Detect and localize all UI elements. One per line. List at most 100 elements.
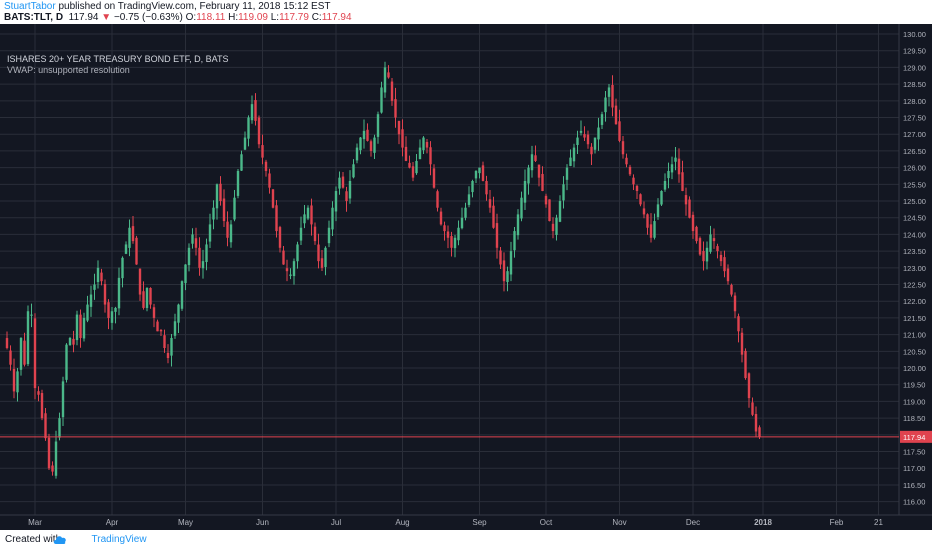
y-tick-label: 127.50: [903, 114, 926, 123]
candle-body: [142, 291, 145, 308]
candle: [352, 159, 355, 179]
candle: [170, 334, 173, 367]
candle: [243, 131, 247, 151]
candle: [593, 137, 597, 154]
y-tick-label: 126.50: [903, 147, 926, 156]
candle-body: [520, 197, 523, 219]
candle: [586, 130, 590, 149]
candle: [212, 200, 215, 230]
candle: [334, 186, 338, 222]
candle: [96, 260, 100, 289]
candle-body: [747, 373, 751, 399]
candle-body: [726, 268, 730, 282]
candle-body: [187, 247, 191, 266]
candle-body: [548, 199, 551, 222]
candle: [51, 461, 54, 476]
candle-body: [590, 146, 593, 155]
candle-body: [401, 129, 404, 148]
candle: [61, 376, 65, 426]
y-tick-label: 123.00: [903, 264, 926, 273]
candle-body: [439, 211, 443, 225]
close-label: C:: [311, 12, 322, 23]
candle: [159, 329, 163, 337]
candle: [663, 173, 667, 192]
indicator-legend[interactable]: VWAP: unsupported resolution: [7, 65, 130, 75]
candle: [383, 61, 387, 98]
tradingview-brand[interactable]: TradingView: [91, 534, 147, 545]
chart-area[interactable]: 116.00116.50117.00117.50118.00118.50119.…: [0, 24, 932, 530]
series-legend[interactable]: ISHARES 20+ YEAR TREASURY BOND ETF, D, B…: [7, 54, 229, 64]
candle: [58, 412, 61, 441]
y-tick-label: 117.00: [903, 464, 925, 473]
candle: [474, 170, 478, 184]
candle-body: [208, 224, 212, 242]
candle-body: [282, 250, 285, 265]
candle-body: [149, 287, 152, 305]
candle: [26, 305, 30, 367]
candle: [338, 171, 341, 195]
y-tick-label: 124.00: [903, 230, 926, 239]
candle: [145, 287, 149, 312]
candle-body: [89, 294, 93, 307]
candle: [621, 136, 625, 159]
candle-body: [44, 413, 47, 439]
candle: [530, 145, 534, 178]
candle-body: [79, 314, 82, 338]
candle-body: [222, 198, 226, 222]
candle-body: [65, 344, 68, 380]
candle: [527, 164, 530, 195]
candle-body: [418, 147, 422, 160]
candle-body: [712, 238, 716, 242]
candle: [681, 160, 684, 192]
candle-body: [306, 207, 310, 219]
candle-body: [271, 189, 275, 208]
candle: [649, 213, 653, 243]
candle: [537, 164, 541, 187]
candle: [163, 329, 166, 353]
candle-body: [163, 335, 166, 348]
candle-body: [506, 271, 509, 283]
candle-body: [523, 180, 527, 203]
candle-body: [170, 337, 173, 356]
candle: [583, 126, 586, 142]
candle: [296, 241, 299, 269]
candle-body: [313, 226, 317, 242]
candle-body: [320, 258, 324, 268]
y-tick-label: 120.00: [903, 364, 926, 373]
x-tick-label: Nov: [612, 518, 626, 527]
candle: [709, 225, 712, 254]
candle-body: [709, 234, 712, 252]
x-tick-label: Apr: [106, 518, 119, 527]
candle-body: [152, 307, 156, 318]
candle: [422, 136, 425, 154]
candle-body: [698, 238, 702, 255]
candle: [68, 336, 72, 346]
candle-body: [261, 145, 264, 158]
candle-body: [47, 437, 51, 469]
author-link[interactable]: StuartTabor: [4, 1, 56, 12]
change-value: −0.75 (−0.63%): [113, 12, 183, 23]
candle-body: [453, 237, 457, 249]
candle-body: [422, 137, 425, 151]
candle: [226, 211, 229, 247]
candle: [324, 246, 327, 276]
candle-body: [317, 244, 320, 262]
candle: [569, 149, 572, 167]
x-tick-label: Sep: [472, 518, 487, 527]
candlestick-chart[interactable]: 116.00116.50117.00117.50118.00118.50119.…: [0, 24, 932, 530]
candle-body: [411, 166, 415, 178]
candle: [572, 143, 576, 168]
candle: [667, 162, 670, 189]
candle: [285, 259, 289, 282]
candle: [705, 241, 709, 270]
candle-body: [376, 114, 380, 137]
candle: [450, 231, 453, 257]
candle-body: [474, 170, 478, 179]
candle: [187, 243, 191, 272]
candle: [121, 256, 124, 288]
candle-body: [432, 168, 436, 188]
candle: [359, 136, 362, 155]
y-tick-label: 127.00: [903, 130, 926, 139]
candle: [100, 268, 103, 286]
candle: [138, 268, 142, 301]
